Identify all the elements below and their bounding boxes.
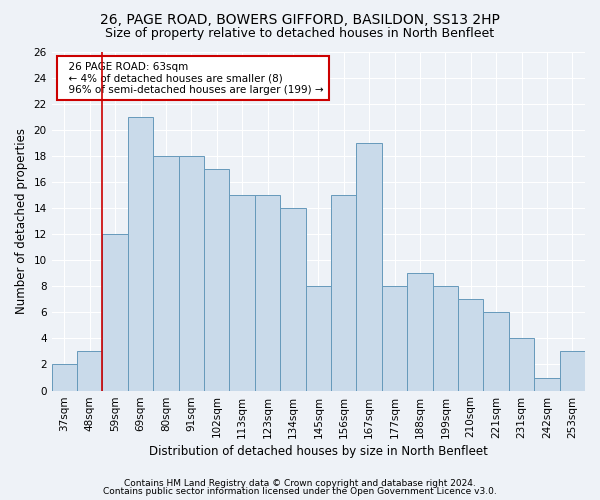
Bar (356, 143, 382, 390)
Bar (305, 286, 331, 391)
Bar (534, 378, 560, 390)
Bar (433, 286, 458, 391)
Bar (229, 195, 255, 390)
Text: Contains HM Land Registry data © Crown copyright and database right 2024.: Contains HM Land Registry data © Crown c… (124, 478, 476, 488)
Bar (560, 352, 585, 391)
Bar (382, 286, 407, 391)
Bar (153, 156, 179, 390)
Bar (103, 234, 128, 390)
Bar (458, 300, 484, 390)
Y-axis label: Number of detached properties: Number of detached properties (15, 128, 28, 314)
X-axis label: Distribution of detached houses by size in North Benfleet: Distribution of detached houses by size … (149, 444, 488, 458)
Bar (407, 273, 433, 390)
Text: 26, PAGE ROAD, BOWERS GIFFORD, BASILDON, SS13 2HP: 26, PAGE ROAD, BOWERS GIFFORD, BASILDON,… (100, 12, 500, 26)
Bar (509, 338, 534, 390)
Bar (128, 116, 153, 390)
Bar (204, 169, 229, 390)
Bar (179, 156, 204, 390)
Bar (331, 195, 356, 390)
Bar (280, 208, 305, 390)
Text: Contains public sector information licensed under the Open Government Licence v3: Contains public sector information licen… (103, 488, 497, 496)
Bar (484, 312, 509, 390)
Bar (255, 195, 280, 390)
Text: Size of property relative to detached houses in North Benfleet: Size of property relative to detached ho… (106, 28, 494, 40)
Bar (77, 352, 103, 391)
Bar (52, 364, 77, 390)
Text: 26 PAGE ROAD: 63sqm
  ← 4% of detached houses are smaller (8)
  96% of semi-deta: 26 PAGE ROAD: 63sqm ← 4% of detached hou… (62, 62, 324, 95)
